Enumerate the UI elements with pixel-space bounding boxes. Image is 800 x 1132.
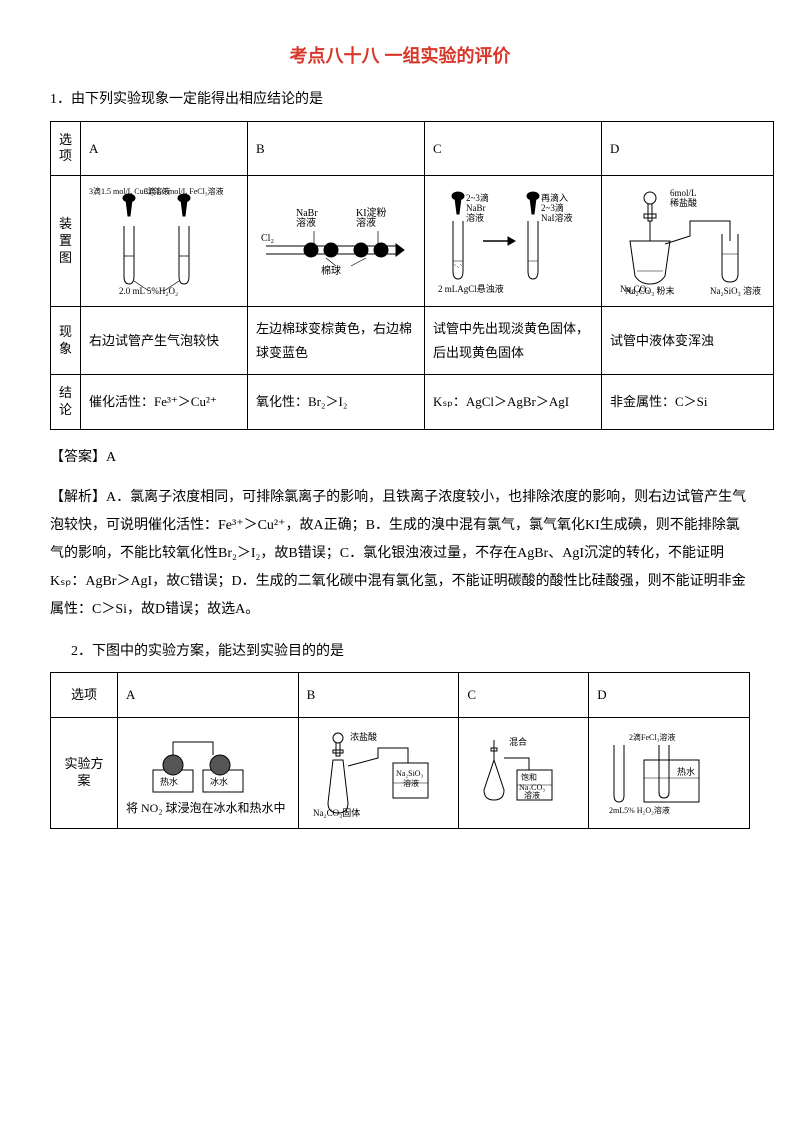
opt-D-head: D — [602, 121, 774, 176]
q2-fig-D: 2滴FeCl₃溶液 热水 2mL5% H₂O₂溶液 — [589, 717, 750, 828]
con-C: Kₛₚ：AgCl＞AgBr＞AgI — [425, 375, 602, 430]
row-label-con: 结论 — [51, 375, 81, 430]
q2-fig-B: 浓盐酸 Na₂SiO₃ 溶液 Na₂CO₃固体 — [298, 717, 459, 828]
q2-table: 选项 A B C D 实验方案 热水 冰水 将 NO₂ 球 — [50, 672, 750, 828]
q1-explain: 【解析】A．氯离子浓度相同，可排除氯离子的影响，且铁离子浓度较小，也排除浓度的影… — [50, 484, 750, 624]
q2-row-label-plan: 实验方案 — [51, 717, 118, 828]
diagram-D-svg: 6mol/L 稀盐酸 Na₂CO₃ Na₂CO₃ 粉末 Na₂SiO₃ 溶液 — [610, 186, 765, 296]
q1-answer: 【答案】A — [50, 445, 750, 470]
table-row-con: 结论 催化活性：Fe³⁺＞Cu²⁺ 氧化性：Br₂＞I₂ Kₛₚ：AgCl＞Ag… — [51, 375, 774, 430]
svg-text:棉球: 棉球 — [321, 264, 341, 277]
diagram-B-svg: Cl₂ NaBr 溶液 KI淀粉 溶液 棉球 — [256, 196, 416, 286]
con-D: 非金属性：C＞Si — [602, 375, 774, 430]
row-label-fig: 装置图 — [51, 176, 81, 307]
svg-text:Na₂CO₃ 粉末: Na₂CO₃ 粉末 — [625, 285, 675, 296]
q1-table: 选项 A B C D 装置图 3滴 — [50, 121, 774, 430]
svg-text:2 mLAgCl悬浊液: 2 mLAgCl悬浊液 — [438, 283, 504, 294]
opt-A-head: A — [81, 121, 248, 176]
svg-text:2~3滴: 2~3滴 — [466, 192, 489, 203]
table-row-obs: 现象 右边试管产生气泡较快 左边棉球变棕黄色，右边棉球变蓝色 试管中先出现淡黄色… — [51, 307, 774, 375]
svg-text:热水: 热水 — [677, 766, 695, 777]
svg-text:Na₂CO₃固体: Na₂CO₃固体 — [313, 807, 360, 818]
svg-text:NaI溶液: NaI溶液 — [541, 212, 573, 223]
obs-C: 试管中先出现淡黄色固体，后出现黄色固体 — [425, 307, 602, 375]
page-title: 考点八十八 一组实验的评价 — [50, 40, 750, 72]
q2-opt-A-head: A — [118, 673, 299, 717]
svg-text:混合: 混合 — [509, 736, 527, 747]
svg-text:热水: 热水 — [160, 776, 178, 787]
svg-text:2滴FeCl₃溶液: 2滴FeCl₃溶液 — [629, 732, 675, 742]
svg-text:2~3滴: 2~3滴 — [541, 202, 564, 213]
diagram-A-svg: 3滴1.5 mol/L CuCl₂溶液 3滴1.0 mol/L FeCl₃溶液 … — [89, 186, 239, 296]
q2-diagram-D-svg: 2滴FeCl₃溶液 热水 2mL5% H₂O₂溶液 — [599, 730, 739, 815]
svg-text:溶液: 溶液 — [403, 778, 419, 788]
table-row-opt: 选项 A B C D — [51, 121, 774, 176]
q2-opt-C-head: C — [459, 673, 589, 717]
q2-fig-C: 混合 饱和 Na₂CO₃ 溶液 — [459, 717, 589, 828]
q1-stem: 1．由下列实验现象一定能得出相应结论的是 — [50, 87, 750, 112]
fig-A: 3滴1.5 mol/L CuCl₂溶液 3滴1.0 mol/L FeCl₃溶液 … — [81, 176, 248, 307]
svg-text:饱和: 饱和 — [521, 772, 537, 782]
q2-stem: 2．下图中的实验方案，能达到实验目的的是 — [50, 639, 750, 664]
svg-text:Cl₂: Cl₂ — [261, 233, 274, 244]
svg-text:NaBr: NaBr — [466, 203, 486, 213]
fig-D: 6mol/L 稀盐酸 Na₂CO₃ Na₂CO₃ 粉末 Na₂SiO₃ 溶液 — [602, 176, 774, 307]
svg-text:溶液: 溶液 — [466, 212, 484, 223]
q2-row-opt: 选项 A B C D — [51, 673, 750, 717]
q2-fig-A: 热水 冰水 将 NO₂ 球浸泡在冰水和热水中 — [118, 717, 299, 828]
row-label-obs: 现象 — [51, 307, 81, 375]
q2-row-label-opt: 选项 — [51, 673, 118, 717]
svg-text:溶液: 溶液 — [524, 790, 540, 800]
svg-text:Na₂SiO₃: Na₂SiO₃ — [396, 769, 424, 778]
q2-diagram-B-svg: 浓盐酸 Na₂SiO₃ 溶液 Na₂CO₃固体 — [308, 728, 448, 818]
obs-A: 右边试管产生气泡较快 — [81, 307, 248, 375]
svg-text:3滴1.0 mol/L FeCl₃溶液: 3滴1.0 mol/L FeCl₃溶液 — [144, 186, 224, 196]
svg-text:再滴入: 再滴入 — [541, 192, 568, 203]
svg-text:稀盐酸: 稀盐酸 — [670, 197, 697, 208]
svg-text:溶液: 溶液 — [296, 216, 316, 229]
opt-B-head: B — [248, 121, 425, 176]
svg-text:浓盐酸: 浓盐酸 — [350, 731, 377, 742]
q2-diagram-A-svg: 热水 冰水 — [148, 730, 268, 800]
q2-diagram-C-svg: 混合 饱和 Na₂CO₃ 溶液 — [469, 730, 579, 815]
fig-B: Cl₂ NaBr 溶液 KI淀粉 溶液 棉球 — [248, 176, 425, 307]
q2-row-plan: 实验方案 热水 冰水 将 NO₂ 球浸泡在冰水和热水中 — [51, 717, 750, 828]
opt-C-head: C — [425, 121, 602, 176]
svg-text:溶液: 溶液 — [356, 216, 376, 229]
obs-D: 试管中液体变浑浊 — [602, 307, 774, 375]
table-row-fig: 装置图 3滴1.5 mol/L CuCl₂溶液 3滴1.0 mol — [51, 176, 774, 307]
fig-C: 2~3滴 NaBr 溶液 再滴入 2~3滴 NaI溶液 2 mLAgCl悬浊液 — [425, 176, 602, 307]
svg-text:6mol/L: 6mol/L — [670, 188, 697, 198]
q2-opt-D-head: D — [589, 673, 750, 717]
obs-B: 左边棉球变棕黄色，右边棉球变蓝色 — [248, 307, 425, 375]
row-label-opt: 选项 — [51, 121, 81, 176]
svg-text:2mL5% H₂O₂溶液: 2mL5% H₂O₂溶液 — [609, 805, 670, 815]
svg-text:冰水: 冰水 — [210, 776, 228, 787]
con-A: 催化活性：Fe³⁺＞Cu²⁺ — [81, 375, 248, 430]
diagram-C-svg: 2~3滴 NaBr 溶液 再滴入 2~3滴 NaI溶液 2 mLAgCl悬浊液 — [433, 186, 593, 296]
con-B: 氧化性：Br₂＞I₂ — [248, 375, 425, 430]
svg-text:2.0 mL 5%H₂O₂: 2.0 mL 5%H₂O₂ — [119, 286, 178, 296]
svg-text:Na₂SiO₃ 溶液: Na₂SiO₃ 溶液 — [710, 285, 761, 296]
q2-opt-B-head: B — [298, 673, 459, 717]
